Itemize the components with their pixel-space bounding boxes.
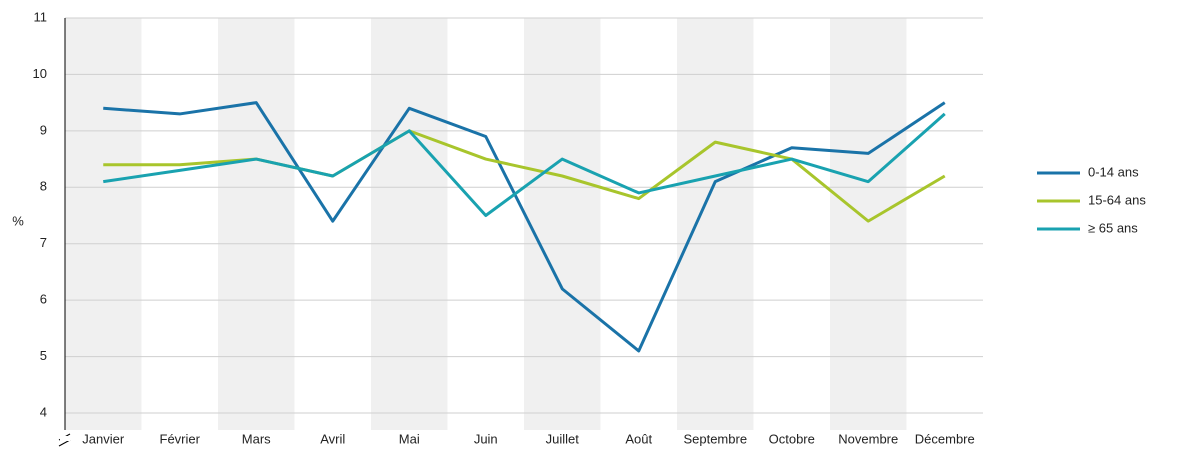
x-tick-label: Juillet [546, 431, 580, 446]
legend-label: 0-14 ans [1088, 164, 1139, 179]
x-tick-label: Août [625, 431, 652, 446]
y-axis-label: % [12, 213, 24, 228]
band [65, 18, 142, 430]
band [371, 18, 448, 430]
band [524, 18, 601, 430]
axis-break-gap [60, 436, 70, 441]
bands [65, 18, 907, 430]
y-tick-label: 6 [40, 292, 47, 307]
y-tick-label: 10 [33, 66, 47, 81]
series-line [103, 101, 946, 353]
legend-label: 15-64 ans [1088, 192, 1146, 207]
band [677, 18, 754, 430]
x-tick-label: Janvier [82, 431, 125, 446]
x-tick-label: Septembre [683, 431, 747, 446]
y-tick-label: 5 [40, 348, 47, 363]
x-tick-label: Juin [474, 431, 498, 446]
x-tick-label: Octobre [769, 431, 815, 446]
y-tick-label: 4 [40, 404, 47, 419]
y-tick-label: 9 [40, 122, 47, 137]
x-tick-label: Avril [320, 431, 345, 446]
lines [103, 101, 946, 353]
y-tick-label: 7 [40, 235, 47, 250]
series-line [103, 112, 946, 217]
y-tick-label: 11 [34, 9, 48, 24]
y-tick-label: 8 [40, 179, 47, 194]
x-tick-label: Novembre [838, 431, 898, 446]
x-tick-label: Mai [399, 431, 420, 446]
x-tick-label: Février [160, 431, 201, 446]
band [830, 18, 907, 430]
band [218, 18, 295, 430]
x-tick-label: Mars [242, 431, 271, 446]
legend-label: ≥ 65 ans [1088, 220, 1138, 235]
x-tick-label: Décembre [915, 431, 975, 446]
